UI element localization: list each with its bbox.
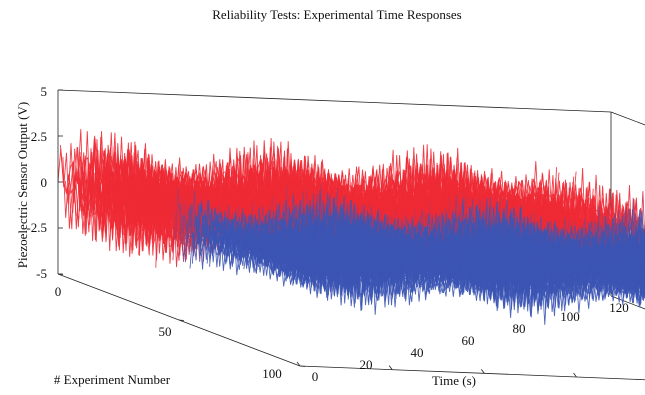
y-axis-label: # Experiment Number <box>54 372 171 387</box>
y-tick-mark <box>57 273 64 275</box>
x-tick-mark <box>573 372 577 378</box>
chart-title: Reliability Tests: Experimental Time Res… <box>212 7 461 22</box>
z-tick-label: 0 <box>41 175 48 190</box>
x-tick-label: 60 <box>462 333 475 348</box>
z-axis-label: Piezoelectric Sensor Output (V) <box>15 102 30 268</box>
y-tick-labels: 0 50 100 <box>55 284 282 381</box>
z-tick-label: -5 <box>36 266 47 281</box>
experiment-traces <box>57 129 645 325</box>
x-tick-label: 20 <box>360 357 373 372</box>
y-tick-label: 100 <box>262 366 282 381</box>
y-tick-mark <box>178 319 185 321</box>
z-tick-label: 5 <box>41 84 48 99</box>
x-tick-label: 100 <box>560 309 580 324</box>
x-tick-mark <box>388 365 393 370</box>
x-tick-label: 0 <box>312 369 319 384</box>
z-tick-label: -2.5 <box>26 220 47 235</box>
experiment-trace <box>299 246 645 325</box>
x-tick-label: 40 <box>411 345 424 360</box>
x-tick-mark <box>481 369 485 374</box>
box-edge <box>57 89 612 113</box>
z-tick-label: 2.5 <box>31 129 47 144</box>
y-tick-label: 50 <box>159 324 172 339</box>
experiment-trace <box>289 235 645 315</box>
x-tick-label: 120 <box>609 300 629 315</box>
x-tick-mark <box>296 361 301 367</box>
box-edge <box>610 111 645 126</box>
y-tick-label: 0 <box>55 284 62 299</box>
z-tick-labels: 5 2.5 0 -2.5 -5 <box>26 84 47 281</box>
x-axis-label: Time (s) <box>432 373 476 388</box>
y-tick-mark <box>299 365 306 367</box>
x-tick-label: 80 <box>513 321 526 336</box>
experiment-trace <box>297 247 645 306</box>
axes-box-front <box>57 89 645 381</box>
x-tick-labels: 0 20 40 60 80 100 120 <box>312 300 629 384</box>
